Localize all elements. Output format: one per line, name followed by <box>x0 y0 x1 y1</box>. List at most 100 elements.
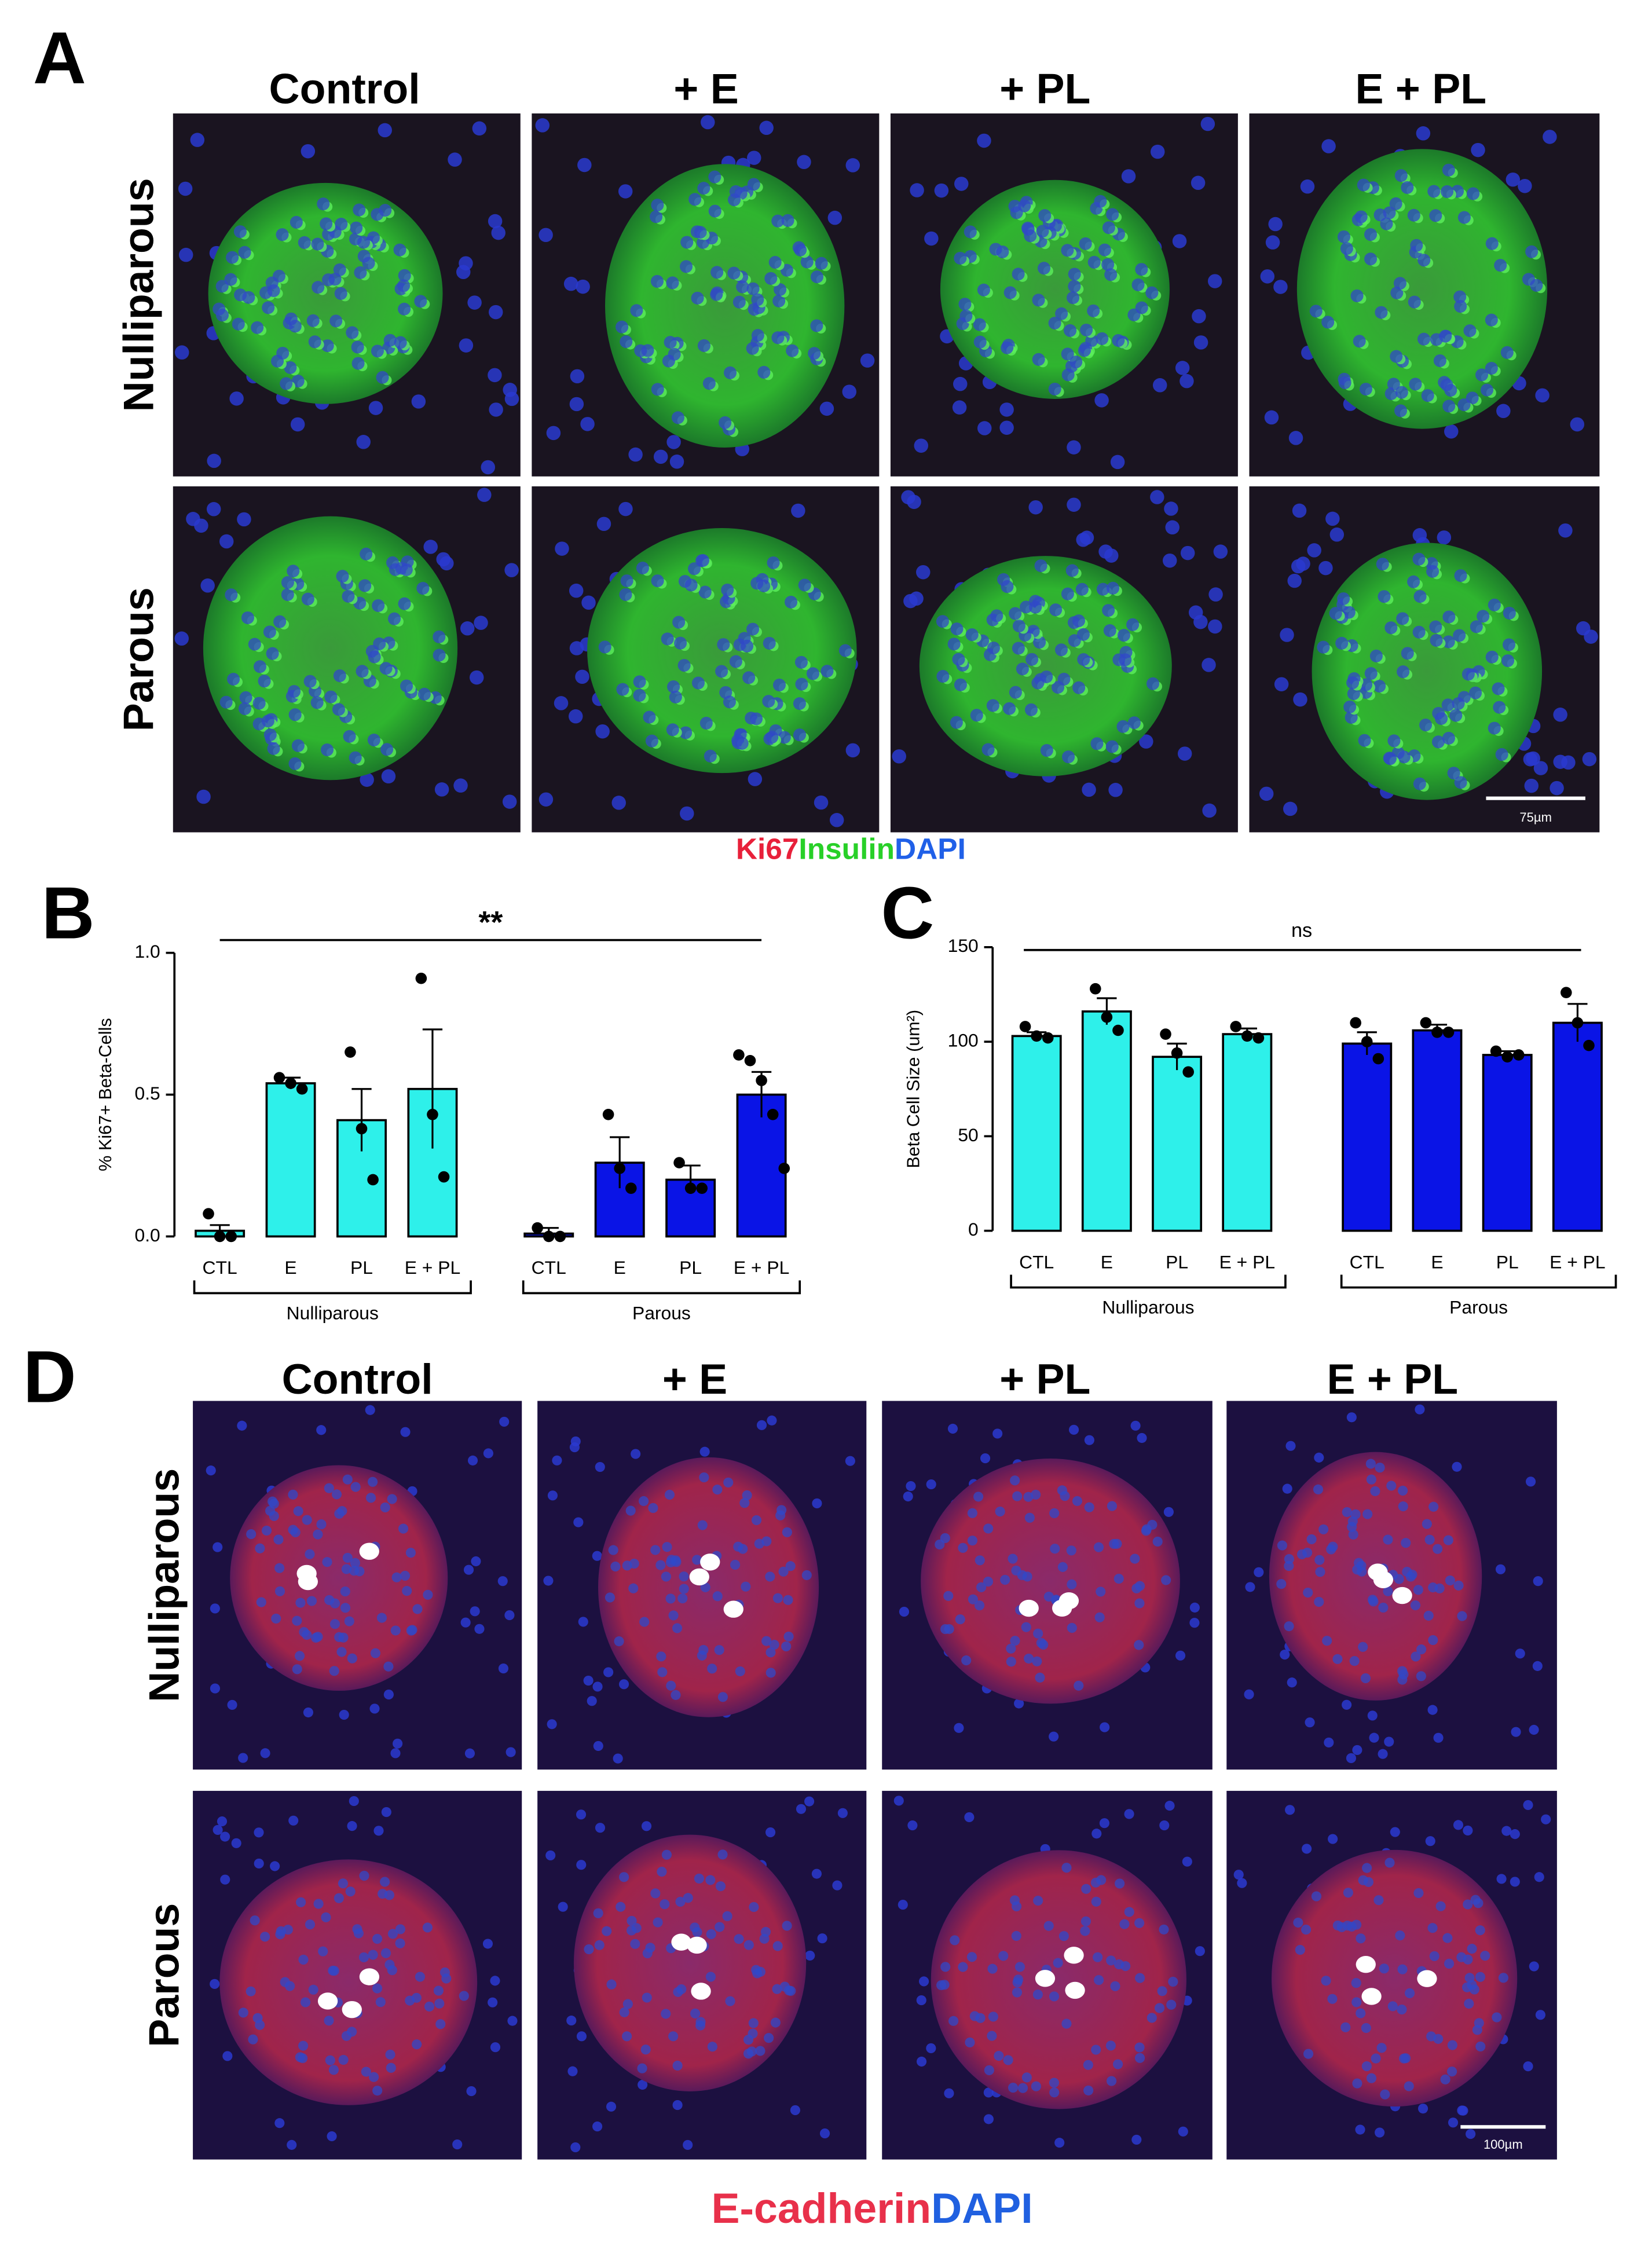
nucleus <box>1439 329 1452 343</box>
nucleus <box>1285 1441 1296 1451</box>
nucleus <box>793 728 807 742</box>
nucleus <box>306 1596 317 1606</box>
islet <box>931 1850 1186 2109</box>
row-label: Nulliparous <box>114 178 162 412</box>
nucleus <box>1291 559 1306 574</box>
nucleus <box>1480 383 1494 397</box>
column-header: + E <box>662 1355 727 1403</box>
nucleus <box>1067 440 1081 455</box>
nucleus <box>210 1683 220 1694</box>
nucleus <box>261 715 274 728</box>
nucleus <box>756 1420 767 1430</box>
nucleus <box>1411 1651 1421 1662</box>
nucleus <box>795 677 808 691</box>
nucleus <box>294 1651 305 1661</box>
group-bracket <box>193 1280 472 1295</box>
significance: ** <box>478 905 503 940</box>
x-tick-label: E <box>614 1257 626 1278</box>
nucleus <box>1068 280 1081 293</box>
nucleus <box>751 1515 762 1526</box>
nucleus <box>342 1552 353 1563</box>
nucleus <box>316 1519 327 1530</box>
nucleus <box>995 1506 1005 1517</box>
nucleus <box>456 265 471 280</box>
nucleus <box>954 177 969 191</box>
nucleus <box>1134 1598 1145 1609</box>
nucleus <box>1368 1596 1379 1607</box>
nucleus <box>1305 1717 1315 1728</box>
nucleus <box>984 2065 994 2076</box>
nucleus <box>434 1998 445 2009</box>
nucleus <box>225 588 238 602</box>
nucleus <box>281 576 294 589</box>
nucleus <box>469 670 484 685</box>
nucleus <box>224 273 237 286</box>
nucleus <box>1074 1680 1084 1691</box>
nucleus <box>708 170 721 184</box>
micrograph <box>1226 1401 1557 1770</box>
nucleus <box>977 421 992 435</box>
nucleus <box>1471 142 1485 157</box>
micrograph <box>1226 1790 1557 2160</box>
nucleus <box>1016 662 1029 676</box>
nucleus <box>964 1812 975 1822</box>
nucleus <box>241 611 254 624</box>
nucleus <box>1442 610 1456 624</box>
nucleus <box>657 1866 667 1877</box>
scale-bar-label: 75µm <box>1519 810 1552 825</box>
nucleus <box>178 247 193 262</box>
nucleus <box>1532 1661 1543 1671</box>
nucleus <box>770 2017 781 2028</box>
nucleus <box>1401 647 1414 660</box>
nucleus <box>232 317 245 331</box>
nucleus <box>416 582 430 595</box>
nucleus <box>666 276 679 290</box>
nucleus <box>242 291 255 304</box>
nucleus <box>1091 1829 1102 1839</box>
data-point <box>285 1078 296 1089</box>
nucleus <box>1043 1921 1054 1931</box>
nucleus <box>448 152 462 167</box>
nucleus <box>1425 1836 1435 1846</box>
micrograph <box>173 486 521 833</box>
nucleus <box>898 1900 908 1910</box>
nucleus <box>1395 1930 1405 1941</box>
nucleus <box>595 1823 606 1833</box>
nucleus <box>1012 1491 1023 1501</box>
nucleus <box>1525 1476 1536 1487</box>
nucleus <box>705 1972 716 1982</box>
nucleus <box>1032 353 1045 366</box>
y-tick-label: 0.5 <box>135 1083 160 1104</box>
nucleus <box>1441 698 1455 712</box>
nucleus <box>207 453 221 468</box>
nucleus <box>1087 304 1100 317</box>
nucleus <box>657 1667 668 1677</box>
nucleus <box>967 1508 977 1518</box>
nucleus <box>717 1849 728 1860</box>
marker <box>1035 1970 1056 1987</box>
nucleus <box>310 1632 321 1643</box>
bar <box>1412 1029 1463 1232</box>
nucleus <box>290 1527 301 1538</box>
nucleus <box>768 255 782 269</box>
nucleus <box>395 1924 406 1934</box>
nucleus <box>1003 702 1016 715</box>
data-point <box>415 972 427 984</box>
nucleus <box>1054 643 1068 657</box>
nucleus <box>1429 209 1442 222</box>
nucleus <box>1178 2126 1188 2137</box>
nucleus <box>1401 1538 1411 1548</box>
nucleus <box>1387 2001 1398 2011</box>
nucleus <box>815 257 828 270</box>
nucleus <box>1383 1586 1393 1596</box>
nucleus <box>940 1624 951 1635</box>
nucleus <box>1324 1737 1334 1747</box>
nucleus <box>1354 210 1368 223</box>
nucleus <box>1364 667 1378 680</box>
nucleus <box>812 1498 822 1509</box>
nucleus <box>806 667 820 680</box>
nucleus <box>701 115 715 130</box>
nucleus <box>360 772 374 787</box>
nucleus <box>677 1593 688 1604</box>
nucleus <box>378 123 392 138</box>
